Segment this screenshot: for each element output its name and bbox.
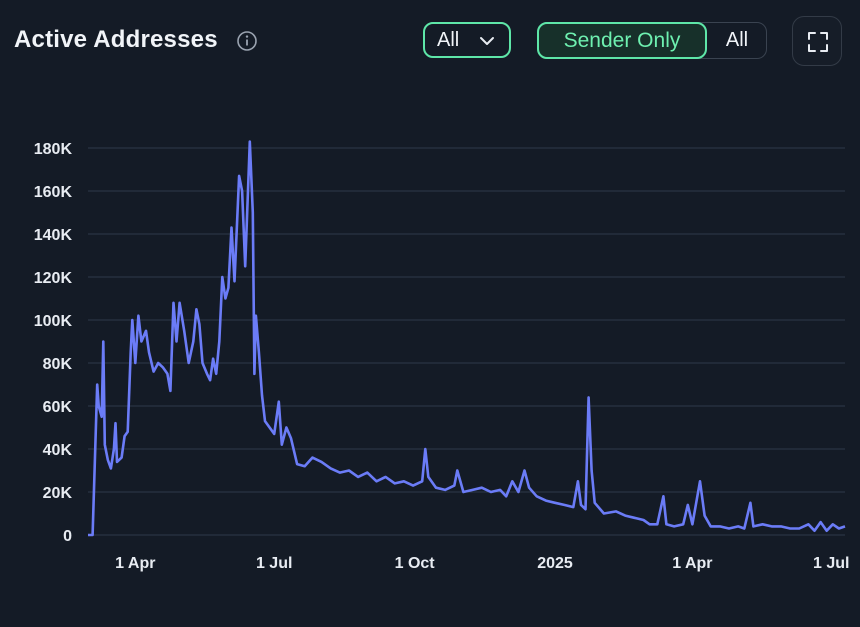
y-tick-label: 20K [43,485,73,502]
y-tick-label: 60K [43,399,73,416]
chart-title: Active Addresses [14,26,218,53]
toggle-sender-only[interactable]: Sender Only [537,22,707,59]
filter-dropdown[interactable]: All [423,22,511,58]
x-tick-label: 1 Oct [395,555,436,572]
x-tick-label: 1 Apr [672,555,712,572]
x-tick-label: 1 Jul [256,555,292,572]
y-tick-label: 140K [34,227,73,244]
fullscreen-button[interactable] [792,16,842,66]
x-tick-label: 1 Jul [813,555,849,572]
y-tick-label: 100K [34,313,73,330]
address-type-toggle: Sender Only All [537,22,767,59]
fullscreen-icon [808,32,828,52]
series-line [88,140,846,537]
y-tick-label: 0 [63,528,72,545]
x-tick-label: 2025 [537,555,573,572]
toggle-all[interactable]: All [725,29,749,51]
info-circle-icon[interactable] [236,30,258,52]
y-tick-label: 40K [43,442,73,459]
y-tick-label: 180K [34,141,73,158]
y-tick-label: 160K [34,184,73,201]
filter-dropdown-value: All [437,28,460,51]
y-tick-label: 120K [34,270,73,287]
chevron-down-icon [480,37,494,45]
y-tick-label: 80K [43,356,73,373]
x-tick-label: 1 Apr [115,555,155,572]
